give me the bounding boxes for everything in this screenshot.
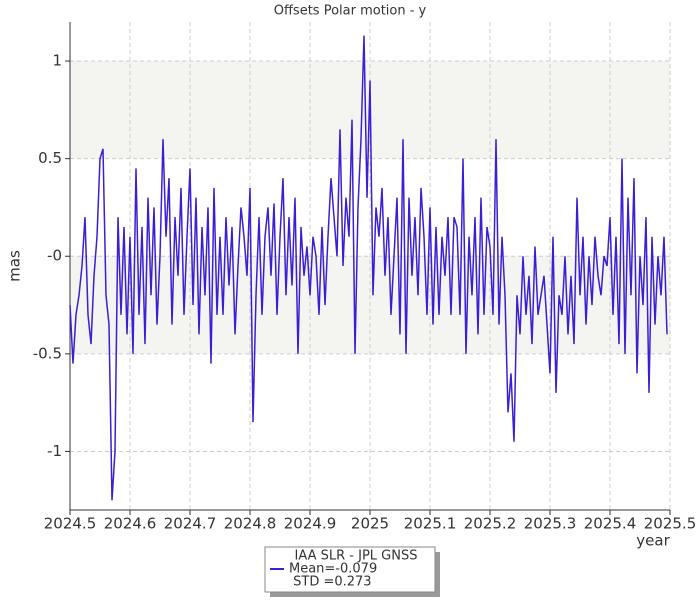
x-tick-label: 2024.6 — [104, 515, 157, 533]
x-tick-label: 2024.8 — [224, 515, 277, 533]
x-tick-label: 2025.3 — [524, 515, 577, 533]
x-axis-label: year — [636, 532, 670, 550]
legend-std: STD =0.273 — [289, 575, 372, 590]
y-tick-label: -1 — [47, 442, 62, 460]
y-tick-label: 0.5 — [38, 149, 62, 167]
x-tick-label: 2025.2 — [464, 515, 517, 533]
x-tick-label: 2025.1 — [404, 515, 457, 533]
x-tick-label: 2024.7 — [164, 515, 217, 533]
legend-label: IAA SLR - JPL GNSS — [295, 549, 418, 564]
y-tick-label: 1 — [52, 52, 62, 70]
data-line — [69, 35, 668, 501]
y-tick-label: -0 — [47, 247, 62, 265]
x-tick-label: 2025.5 — [644, 515, 697, 533]
y-axis-label: mas — [6, 250, 24, 282]
legend-box — [264, 546, 436, 593]
y-tick-label: -0.5 — [33, 344, 62, 362]
x-tick-label: 2024.5 — [44, 515, 97, 533]
x-tick-label: 2024.9 — [284, 515, 337, 533]
legend-mean: Mean=-0.079 — [289, 562, 377, 577]
x-tick-label: 2025 — [351, 515, 389, 533]
x-tick-label: 2025.4 — [584, 515, 637, 533]
chart-title: Offsets Polar motion - y — [274, 4, 427, 19]
